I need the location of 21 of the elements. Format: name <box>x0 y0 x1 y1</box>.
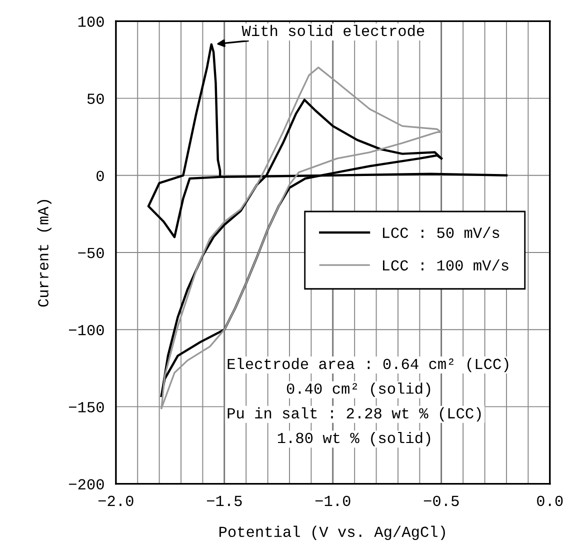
y-tick-label: −150 <box>69 402 104 412</box>
y-tick-label: −200 <box>69 479 104 490</box>
x-tick-label: −1.5 <box>206 496 242 506</box>
x-tick-label: 0.0 <box>537 496 563 506</box>
y-tick-label: 50 <box>87 94 104 104</box>
legend-label: LCC : 100 mV/s <box>383 259 508 271</box>
x-tick-label: −0.5 <box>424 496 459 506</box>
y-tick-label: 100 <box>78 16 104 27</box>
legend-label: LCC : 50 mV/s <box>383 226 500 238</box>
y-axis-title: Current (mA) <box>37 200 52 307</box>
x-tick-label: −2.0 <box>98 496 134 506</box>
annotation: With solid electrode <box>242 24 424 36</box>
y-tick-label: −100 <box>69 324 104 336</box>
annotation: 1.80 wt % (solid) <box>278 432 430 446</box>
annotation: Electrode area : 0.64 cm² (LCC) <box>228 358 508 372</box>
y-tick-label: 0 <box>96 170 104 182</box>
x-tick-label: −1.0 <box>315 496 350 506</box>
annotation: Pu in salt : 2.28 wt % (LCC) <box>228 407 481 422</box>
annotation: 0.40 cm² (solid) <box>286 382 430 397</box>
y-tick-label: −50 <box>78 248 104 258</box>
x-axis-title: Potential (V vs. Ag/AgCl) <box>219 526 445 540</box>
